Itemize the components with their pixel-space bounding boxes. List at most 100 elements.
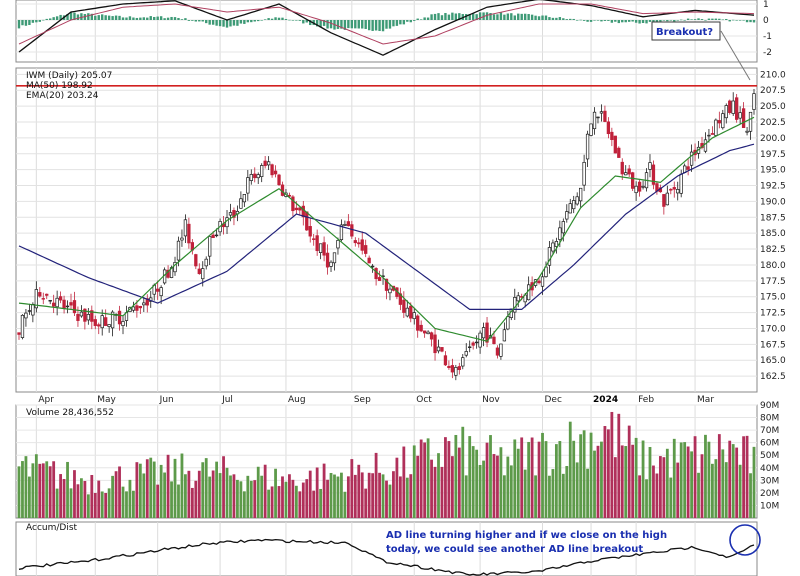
volume-bar — [575, 462, 579, 518]
indicator-histogram-bar — [381, 20, 385, 32]
candle-body — [471, 342, 475, 346]
volume-bar — [697, 472, 700, 518]
volume-bar — [329, 472, 333, 518]
volume-bar — [388, 484, 392, 518]
volume-bar — [440, 466, 444, 518]
candle-body — [662, 194, 666, 207]
candle-body — [579, 187, 583, 202]
indicator-histogram-bar — [451, 12, 454, 20]
candle-body — [156, 288, 160, 292]
volume-bar — [475, 449, 479, 518]
volume-bar — [672, 438, 676, 518]
indicator-histogram-bar — [437, 13, 440, 20]
candle-body — [485, 322, 489, 343]
volume-bar — [655, 473, 659, 518]
indicator-histogram-bar — [489, 12, 492, 20]
candle-body — [585, 133, 590, 160]
indicator-histogram-bar — [409, 20, 412, 23]
volume-bar — [288, 474, 291, 518]
candle-body — [90, 310, 94, 322]
volume-bar — [749, 473, 752, 518]
volume-bar — [357, 464, 361, 518]
volume-bar — [447, 441, 451, 518]
ad-note-line2: today, we could see another AD line brea… — [386, 544, 643, 555]
volume-bar — [52, 461, 56, 518]
candle-body — [565, 211, 569, 220]
volume-bar — [381, 474, 385, 518]
indicator-histogram-bar — [416, 18, 419, 20]
indicator-histogram-bar — [277, 17, 281, 20]
candle-body — [173, 262, 177, 273]
volume-bar — [724, 462, 728, 518]
candle-body — [256, 174, 260, 179]
candle-body — [592, 111, 597, 130]
month-label: Oct — [416, 395, 432, 405]
candle-body — [370, 265, 375, 268]
candle-body — [204, 258, 208, 267]
axes: Apr May Jun Jul Aug Sep Oct Nov Dec 2024 Feb Mar 210… — [38, 0, 786, 511]
candle-body — [703, 139, 708, 152]
volume-bar — [350, 459, 354, 518]
volume-bar — [194, 480, 198, 518]
volume-bar — [506, 456, 510, 518]
candle-body — [201, 268, 205, 280]
candle-body — [364, 245, 368, 254]
indicator-panel — [17, 0, 756, 56]
volume-bar — [145, 459, 149, 518]
candle-body — [305, 211, 309, 231]
indicator-histogram-bar — [725, 18, 728, 20]
indicator-histogram-bar — [347, 20, 350, 29]
indicator-histogram-bar — [340, 20, 343, 29]
price-tick-label: 180.0 — [760, 261, 786, 271]
candle-body — [672, 187, 676, 190]
indicator-histogram-bar — [354, 20, 357, 29]
candle-body — [724, 105, 728, 119]
indicator-line-primary — [18, 0, 755, 56]
volume-bar — [665, 448, 669, 518]
indicator-histogram-bar — [229, 20, 232, 27]
candle-body — [377, 277, 382, 281]
candle-body — [298, 207, 302, 211]
indicator-histogram-bar — [652, 20, 655, 22]
candle-body — [360, 239, 364, 251]
volume-bar — [159, 464, 163, 518]
panel-frame — [15, 521, 758, 576]
candle-body — [76, 314, 80, 321]
indicator-histogram-bar — [471, 13, 475, 20]
candle-body — [735, 97, 739, 120]
candle-body — [717, 120, 721, 124]
volume-bar — [253, 480, 257, 518]
volume-bar — [21, 461, 24, 518]
volume-bar — [492, 454, 496, 518]
candle-body — [728, 100, 732, 113]
volume-bar — [301, 482, 305, 518]
volume-bar — [34, 454, 38, 518]
indicator-histogram-bar — [513, 15, 516, 20]
volume-bar — [423, 442, 427, 518]
volume-bar — [426, 438, 430, 518]
price-tick-label: 205.0 — [760, 102, 786, 112]
indicator-histogram-bar — [388, 20, 392, 29]
indicator-histogram-bar — [211, 20, 215, 25]
candle-body — [225, 217, 229, 228]
volume-bar — [627, 425, 631, 518]
indicator-histogram-bar — [426, 17, 430, 20]
indicator-histogram-bar — [114, 15, 118, 20]
volume-bar — [385, 480, 388, 518]
panel-frame — [15, 0, 758, 63]
ma50-label: MA(50) 198.92 — [26, 81, 93, 91]
indicator-histogram-bar — [163, 18, 166, 20]
indicator-histogram-bar — [343, 20, 347, 30]
indicator-histogram-bar — [600, 20, 603, 22]
volume-bar — [405, 477, 409, 518]
indicator-histogram-bar — [253, 20, 256, 22]
volume-bar — [208, 476, 212, 518]
month-label: 2024 — [593, 395, 618, 405]
volume-bar — [308, 470, 312, 518]
volume-bar — [125, 491, 128, 518]
volume-bar — [346, 476, 350, 518]
volume-bar — [634, 437, 638, 518]
indicator-histogram-bar — [267, 18, 270, 20]
indicator-histogram-bar — [454, 13, 458, 20]
